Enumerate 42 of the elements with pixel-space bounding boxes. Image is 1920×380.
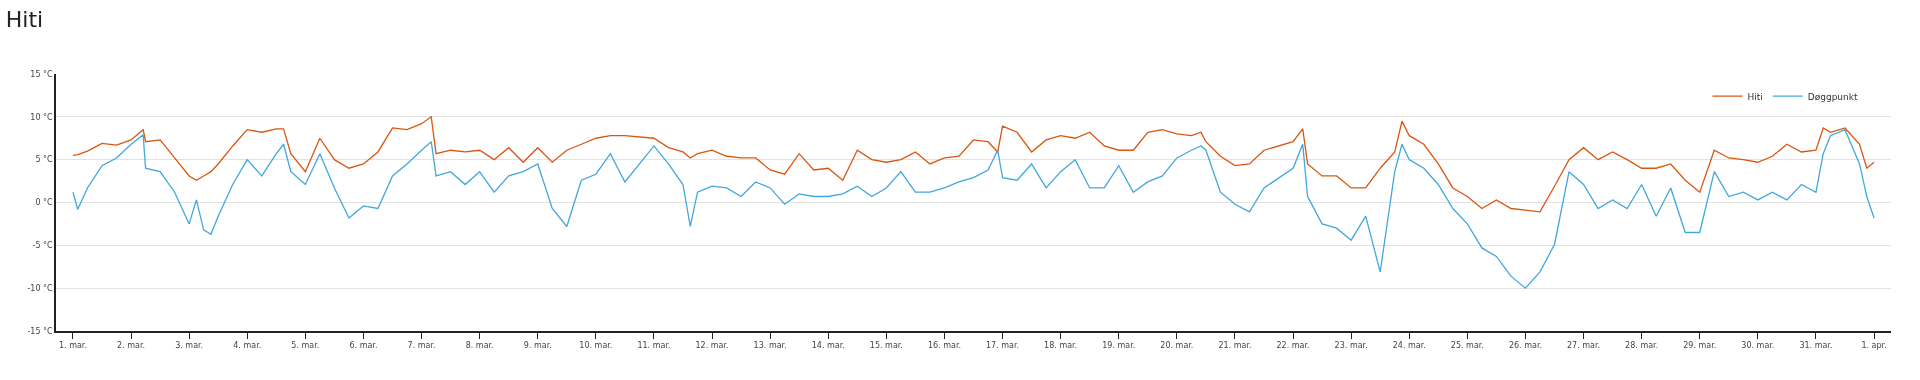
x-tick-label: 26. mar. [1508,341,1542,351]
x-tick-label: 21. mar. [1218,341,1252,351]
y-tick-label: -5 °C [32,241,54,251]
x-tick-label: 12. mar. [695,341,729,351]
y-tick-label: 5 °C [35,155,54,165]
x-tick-label: 30. mar. [1741,341,1775,351]
y-tick-label: 10 °C [30,112,54,122]
x-tick-label: 22. mar. [1276,341,1310,351]
x-tick-label: 5. mar. [291,341,320,351]
x-tick-label: 1. mar. [58,341,87,351]
x-tick-label: 2. mar. [117,341,146,351]
y-tick-label: -10 °C [27,283,54,293]
x-tick-label: 29. mar. [1683,341,1717,351]
x-tick-label: 3. mar. [175,341,204,351]
x-tick-label: 20. mar. [1160,341,1194,351]
y-tick-label: 0 °C [35,198,54,208]
x-tick-label: 17. mar. [986,341,1020,351]
chart-title: Hiti [5,6,44,32]
x-tick-label: 14. mar. [811,341,845,351]
x-tick-label: 13. mar. [753,341,787,351]
x-tick-label: 28. mar. [1625,341,1659,351]
x-tick-label: 27. mar. [1567,341,1601,351]
x-tick-label: 23. mar. [1334,341,1368,351]
legend-label: Hiti [1747,91,1763,102]
x-tick-label: 18. mar. [1044,341,1078,351]
x-tick-label: 7. mar. [407,341,436,351]
x-tick-label: 8. mar. [465,341,494,351]
x-tick-label: 1. apr. [1861,341,1887,351]
y-tick-label: 15 °C [30,69,54,79]
x-tick-label: 10. mar. [579,341,613,351]
y-tick-label: -15 °C [27,326,54,336]
x-tick-label: 6. mar. [349,341,378,351]
x-tick-label: 19. mar. [1102,341,1136,351]
x-tick-label: 25. mar. [1450,341,1484,351]
legend-label: Døggpunkt [1807,91,1858,102]
x-tick-label: 31. mar. [1799,341,1833,351]
x-tick-label: 4. mar. [233,341,262,351]
x-tick-label: 15. mar. [869,341,903,351]
x-tick-label: 16. mar. [927,341,961,351]
x-tick-label: 24. mar. [1392,341,1426,351]
x-tick-label: 11. mar. [637,341,671,351]
x-tick-label: 9. mar. [523,341,552,351]
